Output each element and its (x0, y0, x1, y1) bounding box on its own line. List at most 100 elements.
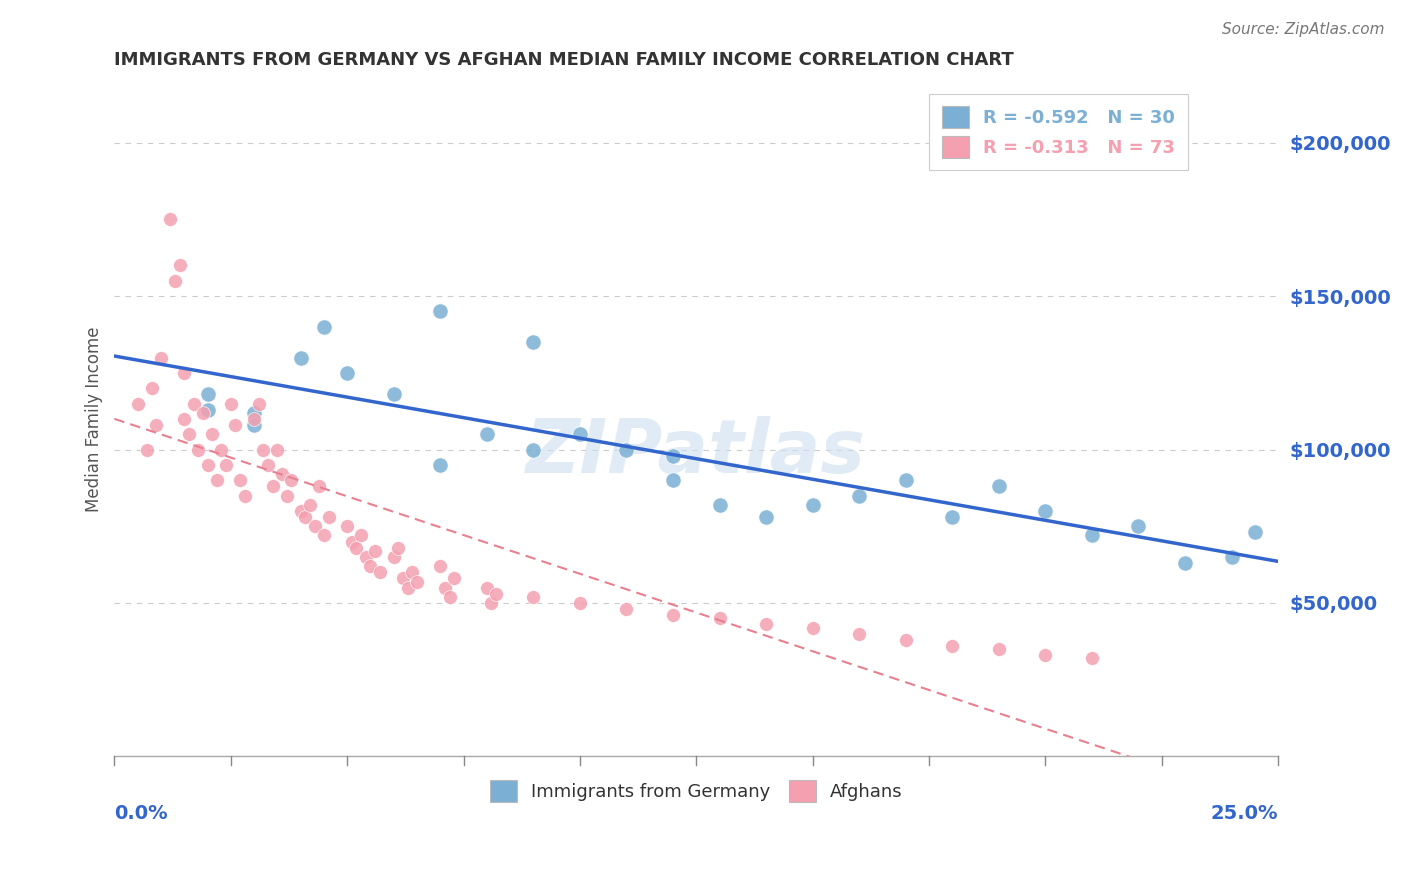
Point (1128, 519, 1150, 533)
Point (568, 596, 591, 610)
Point (941, 510, 963, 524)
Point (755, 617, 778, 632)
Point (308, 479, 330, 493)
Point (987, 642, 1010, 657)
Point (382, 387, 405, 401)
Point (290, 351, 312, 365)
Point (312, 528, 335, 542)
Point (280, 473, 302, 487)
Point (406, 574, 429, 589)
Point (219, 396, 242, 410)
Point (262, 479, 284, 493)
Point (709, 611, 731, 625)
Point (401, 566, 423, 580)
Point (298, 498, 321, 512)
Point (429, 559, 451, 574)
Point (443, 571, 465, 585)
Point (709, 498, 731, 512)
Point (346, 541, 368, 555)
Point (127, 396, 149, 410)
Point (433, 581, 456, 595)
Point (312, 319, 335, 334)
Point (522, 335, 544, 350)
Point (475, 427, 498, 442)
Point (197, 387, 219, 401)
Point (233, 489, 256, 503)
Point (252, 442, 274, 457)
Point (941, 639, 963, 653)
Point (294, 510, 316, 524)
Point (894, 473, 917, 487)
Point (848, 626, 870, 640)
Point (173, 412, 195, 426)
Point (336, 366, 359, 380)
Point (350, 528, 373, 542)
Point (336, 519, 359, 533)
Point (247, 396, 270, 410)
Point (205, 473, 228, 487)
Point (1081, 528, 1104, 542)
Point (801, 498, 824, 512)
Text: 25.0%: 25.0% (1211, 804, 1278, 822)
Point (304, 519, 326, 533)
Text: Source: ZipAtlas.com: Source: ZipAtlas.com (1222, 22, 1385, 37)
Point (1035, 648, 1057, 662)
Point (257, 458, 280, 472)
Point (229, 473, 252, 487)
Text: 0.0%: 0.0% (114, 804, 169, 822)
Point (224, 417, 246, 432)
Point (191, 406, 214, 420)
Point (396, 581, 419, 595)
Point (354, 549, 377, 564)
Point (568, 427, 591, 442)
Point (364, 544, 387, 558)
Point (522, 590, 544, 604)
Point (271, 467, 294, 482)
Point (475, 581, 498, 595)
Point (382, 549, 405, 564)
Point (429, 458, 451, 472)
Text: IMMIGRANTS FROM GERMANY VS AFGHAN MEDIAN FAMILY INCOME CORRELATION CHART: IMMIGRANTS FROM GERMANY VS AFGHAN MEDIAN… (114, 51, 1014, 69)
Point (392, 571, 415, 585)
Point (522, 442, 544, 457)
Point (159, 212, 181, 227)
Point (987, 479, 1010, 493)
Point (169, 259, 191, 273)
Point (340, 534, 363, 549)
Point (145, 417, 167, 432)
Point (276, 489, 298, 503)
Point (187, 442, 209, 457)
Point (177, 427, 200, 442)
Y-axis label: Median Family Income: Median Family Income (86, 326, 103, 512)
Point (1081, 651, 1104, 665)
Point (801, 621, 824, 635)
Legend: Immigrants from Germany, Afghans: Immigrants from Germany, Afghans (477, 768, 915, 815)
Point (662, 608, 685, 623)
Point (197, 458, 219, 472)
Point (387, 541, 409, 555)
Point (1244, 525, 1267, 540)
Point (616, 602, 638, 616)
Point (163, 274, 186, 288)
Point (429, 304, 451, 318)
Point (211, 442, 233, 457)
Text: ZIPatlas: ZIPatlas (526, 417, 866, 489)
Point (1220, 549, 1243, 564)
Point (359, 559, 381, 574)
Point (183, 396, 205, 410)
Point (243, 406, 266, 420)
Point (136, 442, 159, 457)
Point (201, 427, 224, 442)
Point (290, 504, 312, 518)
Point (266, 442, 288, 457)
Point (1035, 504, 1057, 518)
Point (215, 458, 238, 472)
Point (662, 449, 685, 463)
Point (318, 510, 340, 524)
Point (439, 590, 461, 604)
Point (894, 632, 917, 647)
Point (149, 351, 172, 365)
Point (755, 510, 778, 524)
Point (1174, 556, 1197, 570)
Point (616, 442, 638, 457)
